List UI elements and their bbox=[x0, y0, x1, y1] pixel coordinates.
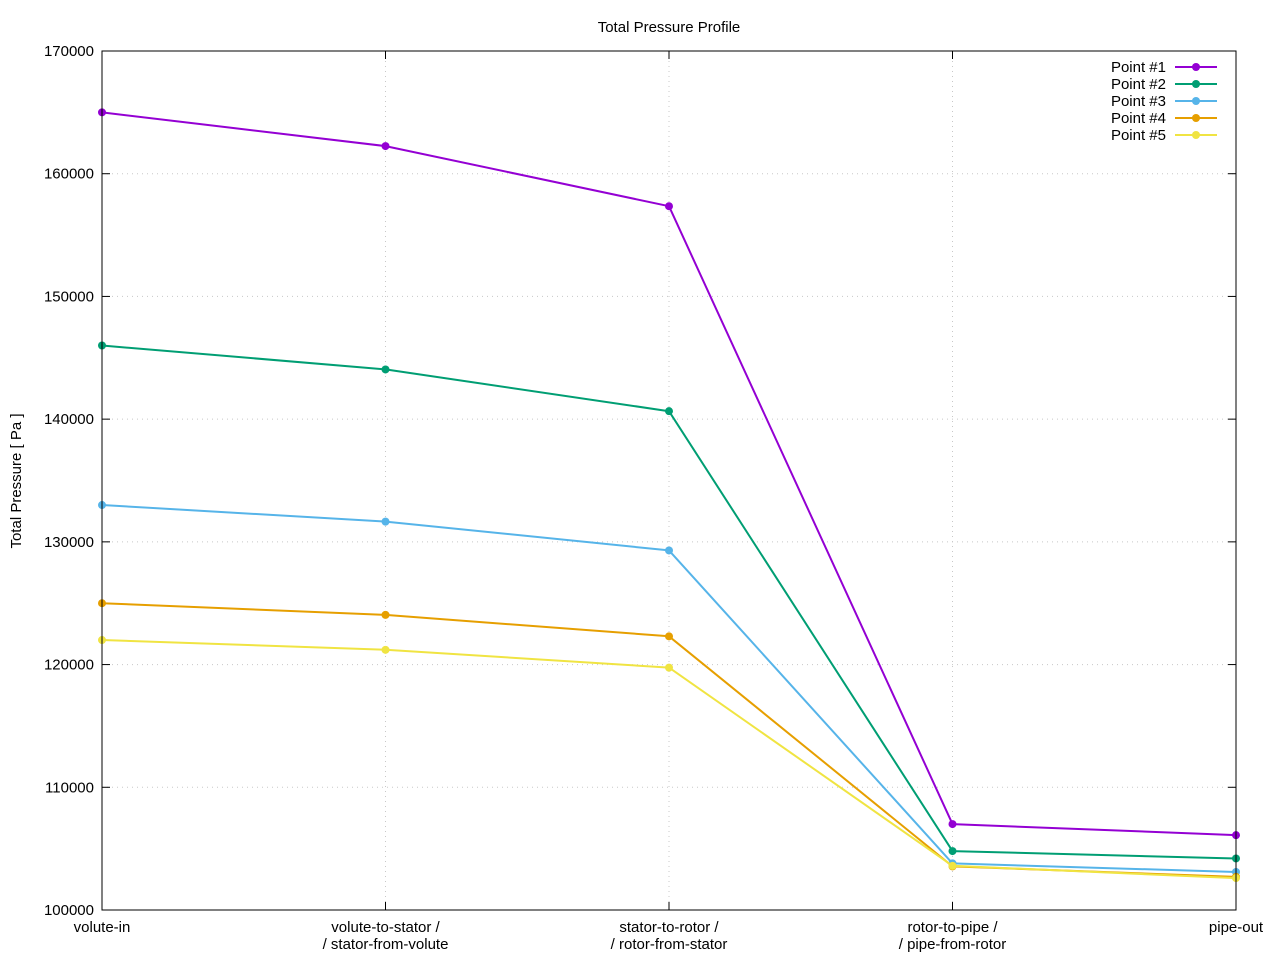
legend-swatch-point bbox=[1192, 63, 1200, 71]
y-axis-label: Total Pressure [ Pa ] bbox=[8, 413, 25, 548]
y-tick-label: 150000 bbox=[44, 288, 94, 305]
legend-swatch-point bbox=[1192, 80, 1200, 88]
data-point bbox=[381, 610, 390, 619]
x-tick-label: volute-in bbox=[74, 919, 131, 936]
data-point bbox=[665, 546, 673, 555]
data-point bbox=[665, 663, 673, 672]
legend-label: Point #4 bbox=[1111, 110, 1166, 127]
axes: 100000 110000 120000 130000 140000 150000 1600… bbox=[44, 43, 1264, 953]
data-point bbox=[381, 517, 390, 526]
x-tick-label: volute-to-stator / / stator-from-volute bbox=[323, 919, 449, 953]
legend-item: Point #4 bbox=[1111, 110, 1217, 127]
legend-item: Point #1 bbox=[1111, 59, 1217, 76]
data-point bbox=[948, 861, 957, 870]
legend-swatch-point bbox=[1192, 131, 1200, 139]
x-tick-label-line: / pipe-from-rotor bbox=[899, 936, 1007, 953]
x-tick-label-line: rotor-to-pipe / bbox=[907, 919, 998, 936]
x-tick-label-line: volute-in bbox=[74, 919, 131, 936]
legend-swatch-point bbox=[1192, 114, 1200, 122]
data-point bbox=[381, 645, 390, 654]
x-tick-label: stator-to-rotor / / rotor-from-stator bbox=[611, 919, 728, 953]
grid-lines bbox=[102, 51, 1236, 910]
data-point bbox=[948, 820, 957, 829]
y-tick-label: 170000 bbox=[44, 43, 94, 60]
y-tick-label: 100000 bbox=[44, 902, 94, 919]
series-5 bbox=[98, 636, 1240, 883]
x-tick-label-line: / stator-from-volute bbox=[323, 936, 449, 953]
x-tick-label-line: volute-to-stator / bbox=[331, 919, 440, 936]
data-point bbox=[948, 847, 957, 856]
y-tick-label: 130000 bbox=[44, 534, 94, 551]
x-tick-label-line: pipe-out bbox=[1209, 919, 1264, 936]
legend-item: Point #3 bbox=[1111, 93, 1217, 110]
chart-title: Total Pressure Profile bbox=[598, 19, 741, 36]
x-tick-label-line: stator-to-rotor / bbox=[619, 919, 719, 936]
y-tick-label: 160000 bbox=[44, 166, 94, 183]
x-tick-label-line: / rotor-from-stator bbox=[611, 936, 728, 953]
data-point bbox=[665, 632, 673, 641]
x-tick-label: pipe-out bbox=[1209, 919, 1264, 936]
y-tick-label: 120000 bbox=[44, 657, 94, 674]
legend-label: Point #3 bbox=[1111, 93, 1166, 110]
data-point bbox=[665, 202, 673, 211]
data-point bbox=[665, 407, 673, 416]
legend-swatch-point bbox=[1192, 97, 1200, 105]
y-tick-label: 140000 bbox=[44, 411, 94, 428]
data-point bbox=[381, 365, 390, 374]
legend-item: Point #5 bbox=[1111, 127, 1217, 144]
legend-item: Point #2 bbox=[1111, 76, 1217, 93]
legend-label: Point #1 bbox=[1111, 59, 1166, 76]
x-tick-label: rotor-to-pipe / / pipe-from-rotor bbox=[899, 919, 1007, 953]
series-1 bbox=[98, 108, 1240, 840]
legend-label: Point #2 bbox=[1111, 76, 1166, 93]
data-point bbox=[381, 142, 390, 151]
legend-label: Point #5 bbox=[1111, 127, 1166, 144]
y-tick-label: 110000 bbox=[45, 779, 94, 796]
